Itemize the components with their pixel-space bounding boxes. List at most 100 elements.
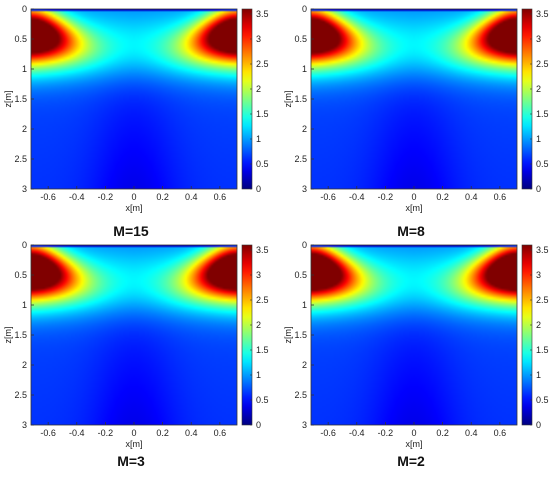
colorbar-tick-label: 3: [536, 270, 541, 280]
x-tick-label: 0.2: [436, 428, 449, 438]
x-tick-label: -0.4: [349, 192, 365, 202]
x-tick-label: 0.6: [494, 192, 507, 202]
x-axis-label: x[m]: [126, 439, 143, 449]
x-tick-label: 0.4: [465, 192, 478, 202]
y-tick-label: 0: [302, 4, 307, 14]
y-tick-label: 2.5: [14, 154, 27, 164]
x-tick-label: 0: [131, 192, 136, 202]
colorbar: [241, 244, 253, 426]
y-tick-label: 1.5: [294, 330, 307, 340]
y-tick-label: 2.5: [14, 390, 27, 400]
x-tick-label: -0.4: [349, 428, 365, 438]
x-tick-label: -0.2: [378, 192, 394, 202]
y-tick-label: 2: [302, 124, 307, 134]
colorbar-tick-label: 0: [536, 420, 541, 430]
colorbar-tick-label: 0.5: [256, 159, 269, 169]
y-tick-label: 1.5: [14, 330, 27, 340]
panel-title: M=3: [117, 453, 145, 469]
x-tick-label: 0: [411, 192, 416, 202]
colorbar-tick-label: 1.5: [256, 345, 269, 355]
colorbar-tick-label: 3.5: [536, 245, 549, 255]
colorbar-tick-label: 3: [256, 270, 261, 280]
y-axis-label: z[m]: [283, 327, 293, 344]
x-tick-label: 0.6: [494, 428, 507, 438]
x-tick-label: 0.2: [436, 192, 449, 202]
y-tick-label: 0.5: [294, 34, 307, 44]
y-tick-label: 3: [22, 420, 27, 430]
x-tick-label: -0.6: [40, 192, 56, 202]
x-tick-label: -0.4: [69, 192, 85, 202]
y-tick-label: 0.5: [294, 270, 307, 280]
colorbar: [521, 244, 533, 426]
colorbar-tick-label: 2.5: [536, 59, 549, 69]
x-axis-label: x[m]: [406, 439, 423, 449]
x-tick-label: -0.4: [69, 428, 85, 438]
colorbar-tick-label: 0: [536, 184, 541, 194]
y-tick-label: 2: [22, 124, 27, 134]
y-axis-label: z[m]: [283, 91, 293, 108]
x-tick-label: 0: [131, 428, 136, 438]
y-tick-label: 1: [302, 64, 307, 74]
x-tick-label: -0.6: [320, 428, 336, 438]
heatmap-image: [31, 245, 237, 425]
y-tick-label: 1: [22, 64, 27, 74]
x-axis-label: x[m]: [126, 203, 143, 213]
colorbar: [521, 8, 533, 190]
x-tick-label: 0.2: [156, 192, 169, 202]
y-tick-label: 1: [22, 300, 27, 310]
y-tick-label: 1: [302, 300, 307, 310]
x-tick-label: -0.6: [40, 428, 56, 438]
colorbar-tick-label: 1: [256, 134, 261, 144]
y-tick-label: 2.5: [294, 154, 307, 164]
colorbar-tick-label: 2: [256, 320, 261, 330]
y-tick-label: 2.5: [294, 390, 307, 400]
colorbar-tick-label: 2: [256, 84, 261, 94]
heatmap-image: [31, 9, 237, 189]
colorbar-tick-label: 1: [256, 370, 261, 380]
y-tick-label: 0.5: [14, 270, 27, 280]
y-tick-label: 2: [22, 360, 27, 370]
panel-title: M=2: [397, 453, 425, 469]
y-tick-label: 0: [22, 4, 27, 14]
colorbar-tick-label: 1.5: [256, 109, 269, 119]
x-axis-label: x[m]: [406, 203, 423, 213]
colorbar-tick-label: 2.5: [256, 59, 269, 69]
colorbar-tick-label: 2: [536, 320, 541, 330]
colorbar-tick-label: 3: [256, 34, 261, 44]
y-tick-label: 3: [22, 184, 27, 194]
x-tick-label: -0.2: [98, 428, 114, 438]
x-tick-label: 0.2: [156, 428, 169, 438]
heatmap-panel: -0.6 -0.4 -0.2 0 0.2 0.4 0.6 0 0.5 1 1.5 2 2.5 3 x[m] z…: [283, 4, 549, 239]
colorbar-tick-label: 3.5: [256, 245, 269, 255]
colorbar-tick-label: 3.5: [536, 9, 549, 19]
y-tick-label: 0.5: [14, 34, 27, 44]
colorbar-tick-label: 3: [536, 34, 541, 44]
colorbar-tick-label: 1: [536, 134, 541, 144]
x-tick-label: -0.6: [320, 192, 336, 202]
colorbar-tick-label: 0.5: [536, 159, 549, 169]
x-tick-label: -0.2: [98, 192, 114, 202]
colorbar-tick-label: 1: [536, 370, 541, 380]
colorbar-tick-label: 1.5: [536, 345, 549, 355]
x-tick-label: 0.4: [465, 428, 478, 438]
heatmap-image: [311, 9, 517, 189]
colorbar-tick-label: 1.5: [536, 109, 549, 119]
x-tick-label: 0.4: [185, 192, 198, 202]
y-axis-label: z[m]: [3, 327, 13, 344]
colorbar-tick-label: 0.5: [256, 395, 269, 405]
heatmap-panel: -0.6 -0.4 -0.2 0 0.2 0.4 0.6 0 0.5 1 1.5 2 2.5 3 x[m] z…: [3, 240, 269, 469]
y-tick-label: 3: [302, 184, 307, 194]
x-tick-label: 0: [411, 428, 416, 438]
y-tick-label: 2: [302, 360, 307, 370]
y-tick-label: 0: [22, 240, 27, 250]
colorbar-tick-label: 3.5: [256, 9, 269, 19]
y-tick-label: 0: [302, 240, 307, 250]
colorbar-tick-label: 2: [536, 84, 541, 94]
panel-title: M=8: [397, 223, 425, 239]
colorbar-tick-label: 0: [256, 184, 261, 194]
colorbar-tick-label: 0: [256, 420, 261, 430]
x-tick-label: 0.4: [185, 428, 198, 438]
y-tick-label: 1.5: [14, 94, 27, 104]
colorbar-tick-label: 0.5: [536, 395, 549, 405]
